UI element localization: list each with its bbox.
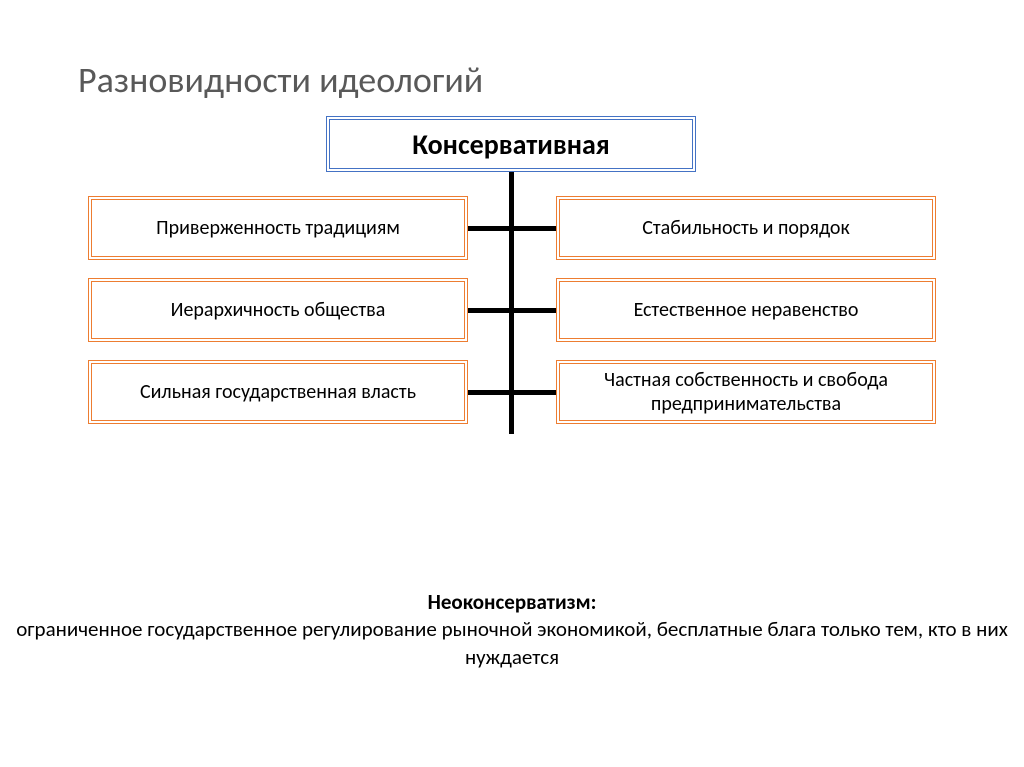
- branch-r0: [514, 226, 556, 231]
- slide-title: Разновидности идеологий: [78, 58, 483, 102]
- child-right-1: Естественное неравенство: [556, 278, 936, 342]
- footer-title: Неоконсерватизм:: [428, 589, 597, 615]
- branch-l0: [468, 226, 510, 231]
- branch-l2: [468, 390, 510, 395]
- child-left-1: Иерархичность общества: [88, 278, 468, 342]
- child-left-2: Сильная государственная власть: [88, 360, 468, 424]
- root-node: Консервативная: [326, 116, 696, 172]
- child-left-0: Приверженность традициям: [88, 196, 468, 260]
- branch-r1: [514, 308, 556, 313]
- branch-r2: [514, 390, 556, 395]
- child-right-0: Стабильность и порядок: [556, 196, 936, 260]
- child-right-2: Частная собственность и свобода предприн…: [556, 360, 936, 424]
- branch-l1: [468, 308, 510, 313]
- footer-body: ограниченное государственное регулирован…: [16, 616, 1008, 669]
- footer-text: Неоконсерватизм: ограниченное государств…: [0, 589, 1024, 671]
